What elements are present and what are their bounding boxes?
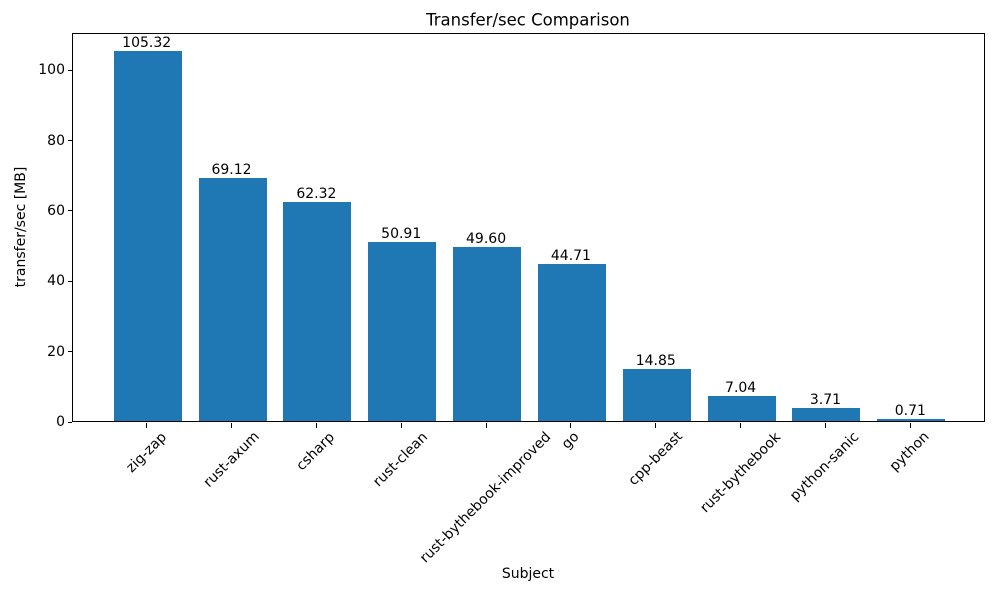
bar-value-label: 105.32 <box>122 34 172 51</box>
y-tick-mark <box>67 69 72 71</box>
plot-area <box>72 33 985 422</box>
bar-rust-bythebook <box>707 396 776 421</box>
bar-value-label: 7.04 <box>725 380 757 397</box>
bar-value-label: 62.32 <box>296 185 337 202</box>
x-tick-label: cpp-beast <box>625 428 686 490</box>
x-tick-label: csharp <box>293 428 339 474</box>
x-tick-mark <box>231 423 233 428</box>
x-tick-label: rust-bythebook <box>696 429 784 516</box>
y-tick-mark <box>67 210 72 212</box>
y-tick-label: 0 <box>56 414 65 430</box>
bar-python <box>877 418 946 421</box>
x-tick-mark <box>655 423 657 428</box>
y-tick-label: 20 <box>47 343 65 360</box>
bar-go <box>537 263 606 421</box>
x-tick-label: python <box>886 428 933 475</box>
x-tick-mark <box>740 423 742 428</box>
bar-python-sanic <box>792 407 861 421</box>
bar-zig-zap <box>113 50 182 421</box>
x-tick-label: rust-clean <box>370 428 432 490</box>
y-tick-mark <box>67 140 72 142</box>
y-tick-mark <box>67 280 72 282</box>
bar-value-label: 69.12 <box>211 161 252 178</box>
chart-title: Transfer/sec Comparison <box>426 10 630 30</box>
x-tick-mark <box>485 423 487 428</box>
bar-value-label: 0.71 <box>894 402 926 419</box>
x-tick-mark <box>570 423 572 428</box>
x-tick-mark <box>146 423 148 428</box>
x-tick-label: zig-zap <box>122 428 170 476</box>
y-tick-label: 60 <box>47 202 65 219</box>
bar-rust-bythebook-improved <box>453 246 522 421</box>
x-tick-label: rust-axum <box>200 429 263 492</box>
bar-value-label: 49.60 <box>466 230 507 247</box>
y-tick-mark <box>67 421 72 423</box>
y-tick-label: 80 <box>47 132 65 149</box>
bar-value-label: 50.91 <box>381 225 422 242</box>
x-tick-mark <box>315 423 317 428</box>
y-tick-mark <box>67 351 72 353</box>
y-tick-label: 100 <box>38 62 65 79</box>
bar-cpp-beast <box>622 368 691 421</box>
x-tick-mark <box>400 423 402 428</box>
bar-value-label: 14.85 <box>635 352 676 369</box>
bar-value-label: 44.71 <box>550 247 591 264</box>
x-tick-mark <box>909 423 911 428</box>
y-axis-label: transfer/sec [MB] <box>13 166 29 288</box>
x-tick-mark <box>824 423 826 428</box>
bar-rust-clean <box>368 241 437 421</box>
x-tick-label: go <box>558 428 583 453</box>
x-tick-label: rust-bythebook-improved <box>417 428 555 567</box>
y-tick-label: 40 <box>47 273 65 290</box>
bar-rust-axum <box>198 177 267 421</box>
x-axis-label: Subject <box>501 566 555 582</box>
bar-csharp <box>283 201 352 421</box>
bar-value-label: 3.71 <box>809 391 842 408</box>
x-tick-label: python-sanic <box>787 428 863 505</box>
